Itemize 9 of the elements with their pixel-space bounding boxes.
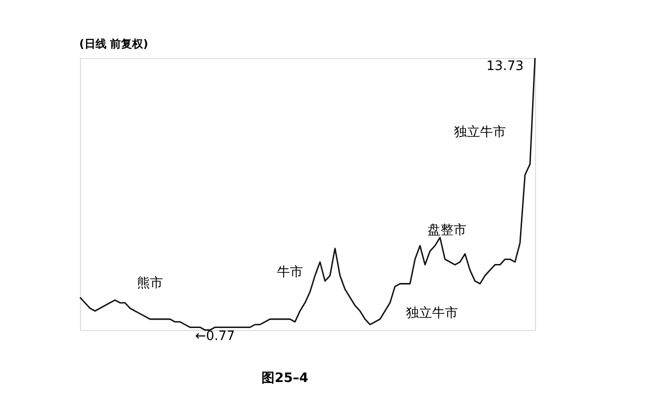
- annotation: 独立牛市: [454, 124, 506, 140]
- annotation: 熊市: [137, 276, 163, 291]
- annotation: 13.73: [486, 59, 524, 74]
- annotation: ←0.77: [195, 329, 235, 344]
- annotation: 独立牛市: [406, 305, 458, 321]
- caption: 图25–4: [262, 371, 308, 386]
- annotation: 盘整市: [428, 223, 466, 238]
- annotation: 牛市: [277, 265, 303, 280]
- chart-title: (日线 前复权): [79, 37, 148, 50]
